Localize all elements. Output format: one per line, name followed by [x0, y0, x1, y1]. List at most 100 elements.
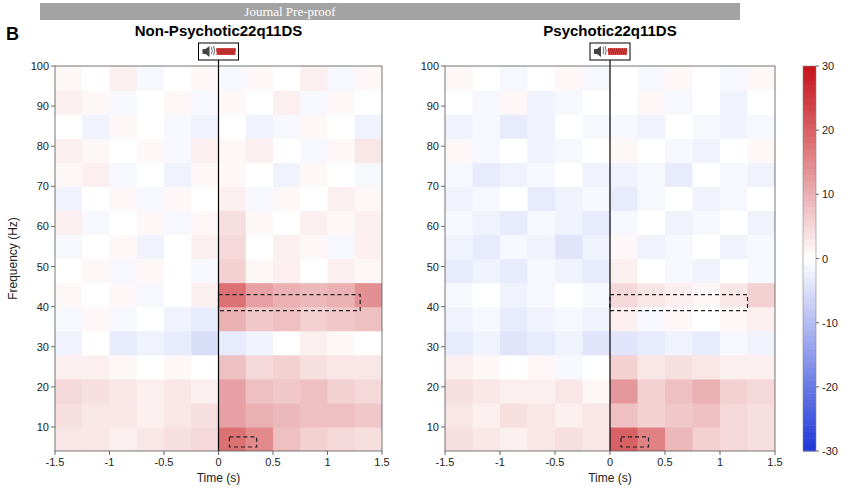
- heatmap-cell: [164, 403, 192, 428]
- heatmap-cell: [355, 331, 382, 356]
- heatmap-cell: [583, 138, 611, 163]
- heatmap-cell: [328, 138, 356, 163]
- heatmap-cell: [500, 162, 528, 187]
- heatmap-cell: [219, 186, 247, 211]
- x-tick-label: -1.5: [46, 456, 65, 468]
- colorbar-step: [803, 182, 816, 189]
- heatmap-cell: [555, 210, 583, 235]
- heatmap-cell: [110, 66, 138, 91]
- roi-box: [219, 295, 361, 311]
- heatmap-cell: [164, 90, 192, 115]
- heatmap-cell: [110, 210, 138, 235]
- heatmap-cell: [246, 379, 274, 404]
- heatmap-cell: [473, 259, 501, 284]
- y-tick: [441, 106, 445, 107]
- tone-wave: [217, 48, 236, 55]
- heatmap-cell: [328, 186, 356, 211]
- heatmap-cell: [500, 186, 528, 211]
- heatmap-cell: [55, 355, 83, 380]
- heatmap-cell: [246, 186, 274, 211]
- heatmap-cell: [55, 66, 83, 91]
- heatmap-cell: [500, 259, 528, 284]
- colorbar-step: [803, 233, 816, 240]
- colorbar-step: [803, 406, 816, 413]
- x-tick: [555, 451, 556, 455]
- stimulus-icon: [590, 43, 630, 60]
- heatmap-cell: [246, 66, 274, 91]
- colorbar-step: [803, 175, 816, 182]
- heatmap-cell: [219, 66, 247, 91]
- y-tick-label: 10: [37, 421, 49, 433]
- tone-wave-lines: [608, 49, 627, 55]
- heatmap-cell: [273, 90, 301, 115]
- heatmap-cell: [528, 114, 556, 139]
- heatmap-cell: [583, 331, 611, 356]
- heatmap-cell: [355, 114, 382, 139]
- heatmap-cell: [720, 331, 748, 356]
- heatmap-cell: [137, 403, 165, 428]
- x-tick: [109, 451, 110, 455]
- heatmap-cell: [500, 427, 528, 451]
- heatmap-cell: [610, 355, 638, 380]
- heatmap-cell: [610, 66, 638, 91]
- heatmap-cell: [82, 114, 110, 139]
- heatmap-cell: [328, 210, 356, 235]
- heatmap-cell: [528, 162, 556, 187]
- heatmap-cell: [355, 186, 382, 211]
- heatmap-cell: [638, 355, 666, 380]
- heatmap-cell: [583, 114, 611, 139]
- colorbar-step: [803, 117, 816, 124]
- speaker-waves: [603, 46, 606, 55]
- heatmap-cell: [300, 234, 328, 259]
- icon-frame: [590, 43, 630, 60]
- heatmap-cell: [219, 355, 247, 380]
- heatmap-cell: [82, 403, 110, 428]
- y-tick: [51, 266, 55, 267]
- heatmap-cell: [528, 210, 556, 235]
- y-tick-label: 80: [37, 140, 49, 152]
- onset-line-stub: [218, 60, 219, 66]
- roi-box: [229, 437, 256, 447]
- x-tick-label: -1: [495, 456, 505, 468]
- heatmap-cell: [191, 210, 219, 235]
- y-tick-label: 70: [37, 180, 49, 192]
- heatmap-cell: [273, 331, 301, 356]
- colorbar-tick-label: -10: [822, 317, 838, 329]
- colorbar-tick-label: 0: [822, 253, 828, 265]
- heatmap-cell: [110, 138, 138, 163]
- panel: Psychotic22q11DS-1.5-1-0.500.511.5Time (…: [421, 22, 783, 485]
- heatmap-cell: [219, 162, 247, 187]
- heatmap-cell: [500, 66, 528, 91]
- x-tick: [327, 451, 328, 455]
- heatmap-cell: [665, 331, 693, 356]
- colorbar-step: [803, 105, 816, 112]
- heatmap-cell: [693, 379, 721, 404]
- heatmap-cell: [528, 138, 556, 163]
- y-tick-label: 20: [37, 381, 49, 393]
- speaker-glyph: [203, 46, 210, 57]
- colorbar-step: [803, 355, 816, 362]
- heatmap-cell: [300, 210, 328, 235]
- heatmap-cell: [55, 379, 83, 404]
- heatmap-cell: [328, 234, 356, 259]
- heatmap-cell: [555, 259, 583, 284]
- heatmap-cell: [191, 427, 219, 451]
- colorbar-step: [803, 246, 816, 253]
- heatmap-cell: [555, 162, 583, 187]
- heatmap-cell: [528, 66, 556, 91]
- x-tick-label: 0: [215, 456, 221, 468]
- heatmap-cell: [355, 90, 382, 115]
- heatmap-cell: [583, 307, 611, 332]
- heatmap-cell: [473, 234, 501, 259]
- heatmap-cell: [610, 90, 638, 115]
- heatmap-cell: [355, 138, 382, 163]
- colorbar-tick: [816, 194, 819, 195]
- heatmap-cell: [246, 234, 274, 259]
- heatmap-cell: [610, 234, 638, 259]
- y-tick: [51, 186, 55, 187]
- heatmap-cell: [191, 234, 219, 259]
- heatmap-cell: [300, 259, 328, 284]
- heatmap-cell: [665, 90, 693, 115]
- heatmap-cell: [164, 162, 192, 187]
- heatmap-cell: [355, 307, 382, 332]
